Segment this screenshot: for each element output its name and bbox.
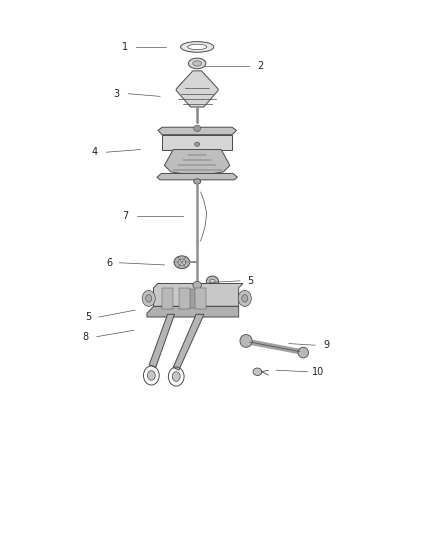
Text: 10: 10 — [312, 367, 325, 377]
Ellipse shape — [174, 256, 190, 269]
Text: 4: 4 — [92, 147, 98, 157]
Ellipse shape — [253, 368, 262, 375]
Bar — [162, 288, 173, 309]
Text: 7: 7 — [122, 211, 128, 221]
Text: 1: 1 — [122, 42, 128, 52]
Text: 6: 6 — [106, 258, 112, 268]
Ellipse shape — [188, 58, 206, 69]
Ellipse shape — [180, 42, 214, 52]
Polygon shape — [189, 289, 205, 308]
Ellipse shape — [194, 125, 201, 132]
Ellipse shape — [238, 290, 251, 306]
Text: 9: 9 — [323, 340, 329, 350]
Polygon shape — [149, 314, 174, 368]
Ellipse shape — [210, 279, 215, 284]
Ellipse shape — [240, 335, 252, 348]
Ellipse shape — [146, 295, 152, 302]
Polygon shape — [164, 150, 230, 175]
Ellipse shape — [242, 295, 248, 302]
Text: 5: 5 — [247, 276, 254, 286]
Bar — [195, 288, 206, 309]
Ellipse shape — [194, 179, 201, 184]
Text: 2: 2 — [258, 61, 264, 70]
Polygon shape — [162, 135, 232, 150]
Polygon shape — [173, 314, 204, 370]
Ellipse shape — [148, 370, 155, 380]
Polygon shape — [153, 284, 243, 306]
Polygon shape — [147, 306, 239, 317]
Ellipse shape — [159, 307, 165, 311]
Polygon shape — [176, 71, 218, 107]
Ellipse shape — [194, 142, 200, 147]
Ellipse shape — [178, 259, 186, 265]
Ellipse shape — [172, 372, 180, 381]
Ellipse shape — [193, 281, 201, 289]
Polygon shape — [158, 127, 237, 135]
Ellipse shape — [298, 348, 308, 358]
Ellipse shape — [187, 44, 207, 50]
Ellipse shape — [142, 290, 155, 306]
Ellipse shape — [193, 61, 201, 66]
Ellipse shape — [206, 276, 219, 287]
Text: 5: 5 — [85, 312, 91, 322]
Text: 8: 8 — [83, 332, 89, 342]
Text: 3: 3 — [113, 88, 120, 99]
Ellipse shape — [156, 304, 168, 314]
Polygon shape — [157, 173, 237, 180]
Bar — [179, 288, 190, 309]
